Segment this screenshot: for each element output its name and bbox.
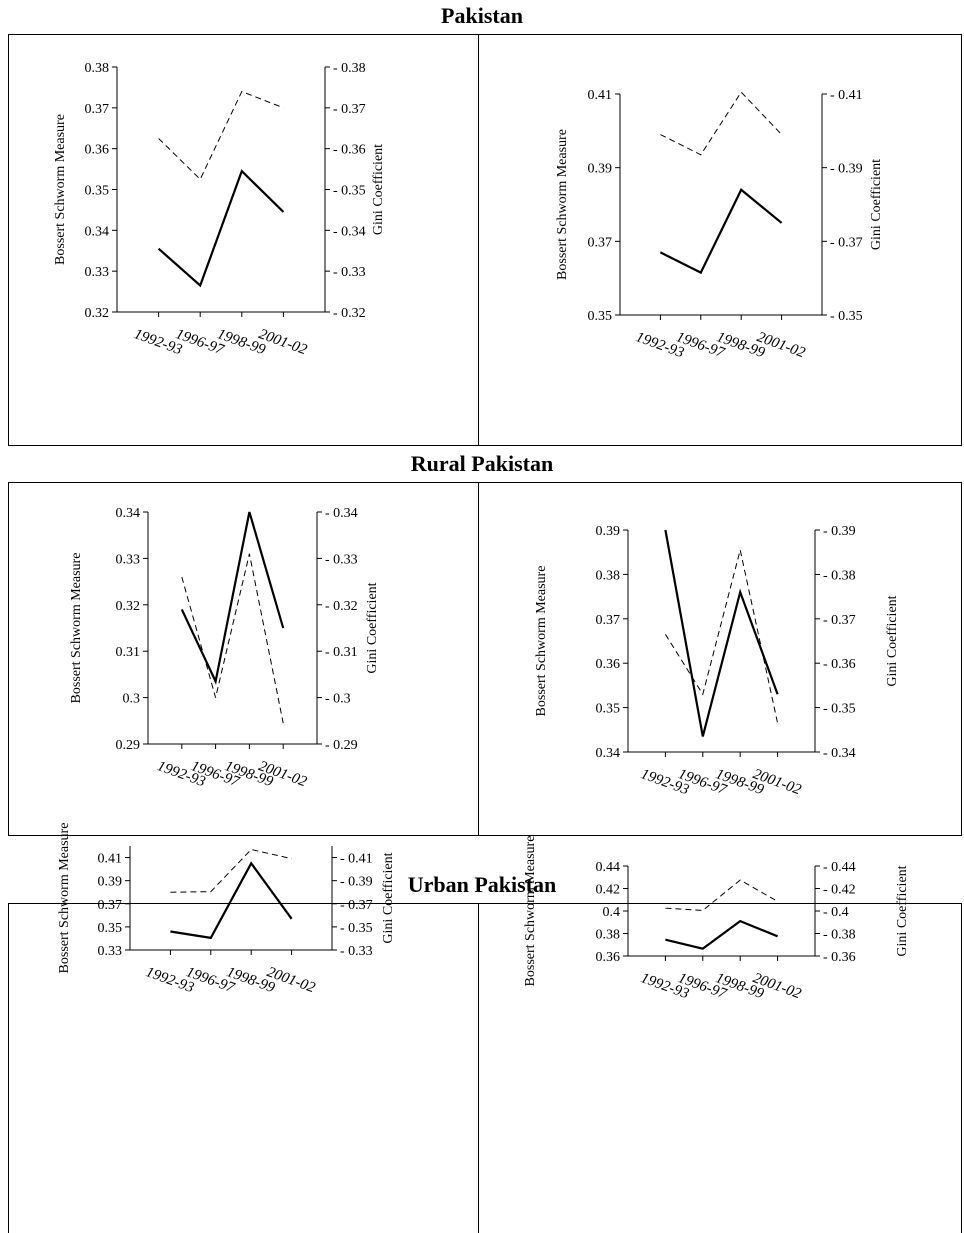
left-tick-label: 0.38	[596, 928, 621, 943]
right-tick-label: - 0.32	[333, 306, 366, 321]
chart-6: 0.36 - 0.36 0.38 - 0.38 0.4 - 0.4 0.42 - 0.42 0.…	[523, 836, 910, 1003]
right-tick-label: - 0.32	[325, 599, 358, 614]
right-tick-label: - 0.39	[340, 875, 373, 890]
y-axis-label: Bossert Schworm Measure	[555, 129, 570, 280]
left-tick-label: 0.35	[98, 921, 123, 936]
left-tick-label: 0.37	[588, 235, 613, 250]
left-tick-label: 0.31	[116, 645, 141, 660]
left-tick-label: 0.4	[603, 905, 621, 920]
right-tick-label: - 0.39	[823, 524, 856, 539]
left-tick-label: 0.34	[85, 224, 110, 239]
y-axis-label: Bossert Schworm Measure	[534, 566, 549, 717]
gini-series-line	[665, 880, 777, 910]
left-tick-label: 0.39	[588, 162, 613, 177]
right-tick-label: - 0.31	[325, 645, 358, 660]
gini-series-line	[660, 92, 781, 155]
right-tick-label: - 0.34	[325, 506, 358, 521]
left-tick-label: 0.32	[85, 306, 110, 321]
chart-5: 0.33 - 0.33 0.35 - 0.35 0.37 - 0.37 0.39 - 0.39…	[57, 823, 396, 997]
right-tick-label: - 0.35	[823, 702, 856, 717]
left-tick-label: 0.3	[123, 692, 141, 707]
right-tick-label: - 0.35	[333, 184, 366, 199]
left-tick-label: 0.36	[85, 143, 110, 158]
y2-axis-label: Gini Coefficient	[869, 159, 884, 250]
left-tick-label: 0.34	[596, 746, 621, 761]
y-axis-label: Bossert Schworm Measure	[53, 114, 68, 265]
left-tick-label: 0.36	[596, 657, 621, 672]
left-tick-label: 0.35	[588, 309, 613, 324]
bossert-schworm-series-line	[660, 190, 781, 273]
right-tick-label: - 0.34	[333, 224, 366, 239]
left-tick-label: 0.39	[596, 524, 621, 539]
left-tick-label: 0.38	[85, 61, 110, 76]
left-tick-label: 0.33	[116, 552, 141, 567]
left-tick-label: 0.41	[588, 88, 613, 103]
bossert-schworm-series-line	[170, 863, 291, 938]
y-axis-label: Bossert Schworm Measure	[57, 823, 72, 974]
gini-series-line	[665, 550, 777, 723]
chart-1: 0.32 - 0.32 0.33 - 0.33 0.34 - 0.34 0.35 - 0.35…	[53, 61, 386, 359]
left-tick-label: 0.42	[596, 883, 621, 898]
chart-3: 0.29 - 0.29 0.3 - 0.3 0.31 - 0.31 0.32 - 0.32 0.…	[69, 506, 380, 791]
y2-axis-label: Gini Coefficient	[381, 852, 396, 943]
left-tick-label: 0.35	[596, 702, 621, 717]
right-tick-label: - 0.44	[823, 860, 856, 875]
left-tick-label: 0.33	[98, 944, 123, 959]
y-axis-label: Bossert Schworm Measure	[69, 553, 84, 704]
gini-series-line	[159, 92, 284, 180]
y-axis-label: Bossert Schworm Measure	[523, 836, 538, 987]
right-tick-label: - 0.37	[333, 102, 366, 117]
chart-4: 0.34 - 0.34 0.35 - 0.35 0.36 - 0.36 0.37 - 0.37…	[534, 524, 900, 799]
gini-series-line	[170, 849, 291, 892]
right-tick-label: - 0.4	[823, 905, 849, 920]
right-tick-label: - 0.36	[823, 657, 856, 672]
right-tick-label: - 0.36	[823, 950, 856, 965]
bossert-schworm-series-line	[665, 530, 777, 736]
y2-axis-label: Gini Coefficient	[365, 582, 380, 673]
left-tick-label: 0.29	[116, 738, 141, 753]
right-tick-label: - 0.37	[830, 235, 863, 250]
right-tick-label: - 0.35	[830, 309, 863, 324]
right-tick-label: - 0.41	[340, 852, 373, 867]
right-tick-label: - 0.3	[325, 692, 351, 707]
left-tick-label: 0.41	[98, 852, 123, 867]
right-tick-label: - 0.38	[823, 568, 856, 583]
right-tick-label: - 0.34	[823, 746, 856, 761]
right-tick-label: - 0.38	[823, 928, 856, 943]
right-tick-label: - 0.41	[830, 88, 863, 103]
right-tick-label: - 0.33	[340, 944, 373, 959]
right-tick-label: - 0.42	[823, 883, 856, 898]
left-tick-label: 0.38	[596, 568, 621, 583]
left-tick-label: 0.36	[596, 950, 621, 965]
right-tick-label: - 0.29	[325, 738, 358, 753]
right-tick-label: - 0.35	[340, 921, 373, 936]
right-tick-label: - 0.33	[325, 552, 358, 567]
left-tick-label: 0.37	[85, 102, 110, 117]
left-tick-label: 0.35	[85, 184, 110, 199]
y2-axis-label: Gini Coefficient	[371, 144, 386, 235]
y2-axis-label: Gini Coefficient	[895, 865, 910, 956]
right-tick-label: - 0.36	[333, 143, 366, 158]
left-tick-label: 0.44	[596, 860, 621, 875]
bossert-schworm-series-line	[159, 171, 284, 285]
y2-axis-label: Gini Coefficient	[885, 595, 900, 686]
right-tick-label: - 0.37	[823, 613, 856, 628]
right-tick-label: - 0.33	[333, 265, 366, 280]
x-tick-label: 2001-02	[257, 326, 310, 358]
left-tick-label: 0.37	[98, 898, 123, 913]
bossert-schworm-series-line	[665, 921, 777, 949]
right-tick-label: - 0.39	[830, 162, 863, 177]
left-tick-label: 0.32	[116, 599, 141, 614]
bossert-schworm-series-line	[182, 512, 283, 681]
left-tick-label: 0.34	[116, 506, 141, 521]
left-tick-label: 0.37	[596, 613, 621, 628]
right-tick-label: - 0.38	[333, 61, 366, 76]
chart-2: 0.35 - 0.35 0.37 - 0.37 0.39 - 0.39 0.41 - 0.41…	[555, 88, 884, 362]
right-tick-label: - 0.37	[340, 898, 373, 913]
left-tick-label: 0.33	[85, 265, 110, 280]
left-tick-label: 0.39	[98, 875, 123, 890]
